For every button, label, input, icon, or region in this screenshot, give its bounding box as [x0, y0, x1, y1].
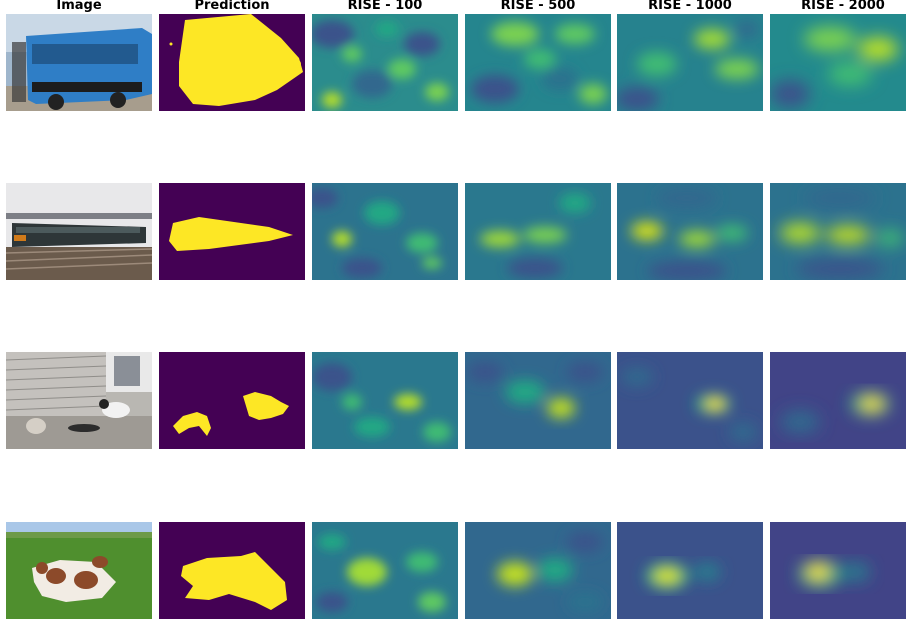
photo-cats	[6, 352, 152, 449]
rise-100-heatmap-bus	[312, 14, 458, 111]
rise-100-heatmap-train	[312, 183, 458, 280]
rise-500-heatmap-cats	[465, 352, 611, 449]
column-title-rise-2000: RISE - 2000	[801, 0, 885, 13]
rise-500-heatmap-train	[465, 183, 611, 280]
column-title-image: Image	[56, 0, 102, 13]
column-title-rise-100: RISE - 100	[347, 0, 423, 13]
column-title-rise-1000: RISE - 1000	[648, 0, 732, 13]
rise-100-heatmap-cats	[312, 352, 458, 449]
rise-1000-heatmap-cows	[617, 522, 763, 619]
rise-2000-heatmap-cats	[770, 352, 906, 449]
rise-1000-heatmap-train	[617, 183, 763, 280]
rise-2000-heatmap-cows	[770, 522, 906, 619]
prediction-mask-train	[159, 183, 305, 280]
prediction-mask-bus	[159, 14, 305, 111]
rise-2000-heatmap-train	[770, 183, 906, 280]
rise-500-heatmap-cows	[465, 522, 611, 619]
photo-train	[6, 183, 152, 280]
prediction-mask-cows	[159, 522, 305, 619]
column-title-prediction: Prediction	[194, 0, 270, 13]
photo-bus	[6, 14, 152, 111]
photo-cows	[6, 522, 152, 619]
rise-1000-heatmap-cats	[617, 352, 763, 449]
rise-100-heatmap-cows	[312, 522, 458, 619]
prediction-mask-cats	[159, 352, 305, 449]
rise-2000-heatmap-bus	[770, 14, 906, 111]
rise-1000-heatmap-bus	[617, 14, 763, 111]
column-title-rise-500: RISE - 500	[500, 0, 576, 13]
rise-500-heatmap-bus	[465, 14, 611, 111]
